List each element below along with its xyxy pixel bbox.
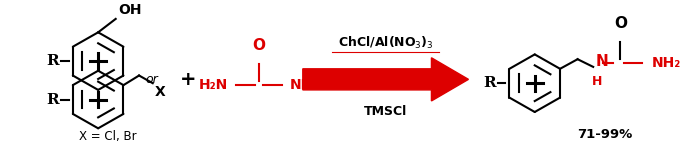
Text: NH₂: NH₂ (651, 56, 681, 70)
Text: X = Cl, Br: X = Cl, Br (79, 130, 137, 143)
Text: O: O (614, 16, 627, 31)
Text: R: R (483, 76, 496, 90)
Text: X: X (155, 85, 165, 99)
Text: OH: OH (119, 3, 142, 17)
Text: H₂N: H₂N (199, 78, 227, 92)
Text: 71-99%: 71-99% (577, 128, 632, 141)
Text: N: N (595, 54, 608, 69)
FancyArrow shape (303, 58, 469, 101)
Text: O: O (253, 38, 266, 53)
Text: R: R (47, 54, 59, 68)
Text: TMSCl: TMSCl (364, 105, 408, 118)
Text: or: or (145, 73, 158, 86)
Text: NH₂: NH₂ (290, 78, 319, 92)
Text: R: R (47, 93, 59, 106)
Text: H: H (592, 75, 602, 88)
Text: ChCl/Al(NO$_3$)$_3$: ChCl/Al(NO$_3$)$_3$ (338, 35, 434, 51)
Text: +: + (179, 70, 196, 89)
